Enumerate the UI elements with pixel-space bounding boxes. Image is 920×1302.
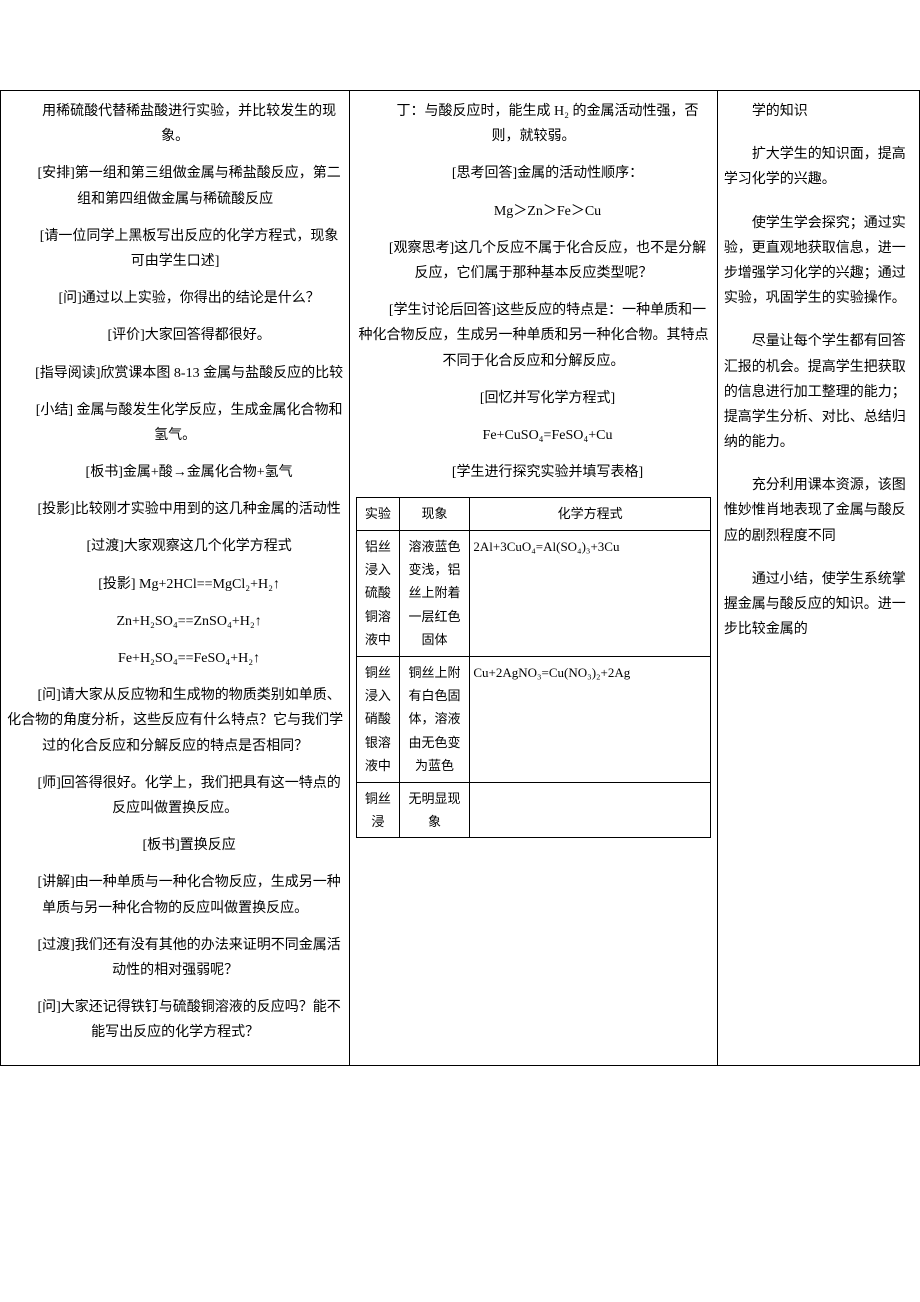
teacher-activity-cell: 用稀硫酸代替稀盐酸进行实验，并比较发生的现象。 [安排]第一组和第三组做金属与稀… bbox=[1, 91, 350, 1066]
cell: 铜丝浸入硝酸银溶液中 bbox=[357, 656, 399, 782]
table-row: 铝丝浸入硫酸铜溶液中 溶液蓝色变浅，铝丝上附着一层红色固体 2Al+3CuO₄=… bbox=[357, 530, 711, 656]
para: [学生进行探究实验并填写表格] bbox=[356, 460, 711, 485]
para: [问]请大家从反应物和生成物的物质类别如单质、化合物的角度分析，这些反应有什么特… bbox=[7, 683, 343, 759]
table-row: 铜丝浸入硝酸银溶液中 铜丝上附有白色固体，溶液由无色变为蓝色 Cu+2AgNO₃… bbox=[357, 656, 711, 782]
para: 充分利用课本资源，该图惟妙惟肖地表现了金属与酸反应的剧烈程度不同 bbox=[724, 473, 913, 549]
col-equation: 化学方程式 bbox=[470, 498, 710, 530]
table-row: 用稀硫酸代替稀盐酸进行实验，并比较发生的现象。 [安排]第一组和第三组做金属与稀… bbox=[1, 91, 920, 1066]
formula: Zn+H₂SO₄==ZnSO₄+H₂↑ bbox=[7, 609, 343, 634]
para: [观察思考]这几个反应不属于化合反应，也不是分解反应，它们属于那种基本反应类型呢… bbox=[356, 236, 711, 286]
para: 丁：与酸反应时，能生成 H₂ 的金属活动性强，否则，就较弱。 bbox=[356, 99, 711, 149]
para: [过渡]我们还有没有其他的办法来证明不同金属活动性的相对强弱呢？ bbox=[7, 933, 343, 983]
formula: Fe+CuSO₄=FeSO₄+Cu bbox=[356, 423, 711, 448]
cell-formula bbox=[470, 782, 710, 838]
lesson-plan-table: 用稀硫酸代替稀盐酸进行实验，并比较发生的现象。 [安排]第一组和第三组做金属与稀… bbox=[0, 90, 920, 1066]
student-activity-cell: 丁：与酸反应时，能生成 H₂ 的金属活动性强，否则，就较弱。 [思考回答]金属的… bbox=[350, 91, 718, 1066]
col-experiment: 实验 bbox=[357, 498, 399, 530]
cell: 铜丝浸 bbox=[357, 782, 399, 838]
cell: 溶液蓝色变浅，铝丝上附着一层红色固体 bbox=[399, 530, 470, 656]
para: 使学生学会探究；通过实验，更直观地获取信息，进一步增强学习化学的兴趣；通过实验，… bbox=[724, 211, 913, 312]
table-header-row: 实验 现象 化学方程式 bbox=[357, 498, 711, 530]
col-phenomenon: 现象 bbox=[399, 498, 470, 530]
para: 学的知识 bbox=[724, 99, 913, 124]
para: [学生讨论后回答]这些反应的特点是：一种单质和一种化合物反应，生成另一种单质和另… bbox=[356, 298, 711, 374]
para: [请一位同学上黑板写出反应的化学方程式，现象可由学生口述] bbox=[7, 224, 343, 274]
para: [思考回答]金属的活动性顺序： bbox=[356, 161, 711, 186]
para: 尽量让每个学生都有回答汇报的机会。提高学生把获取的信息进行加工整理的能力；提高学… bbox=[724, 329, 913, 455]
formula: Fe+H₂SO₄==FeSO₄+H₂↑ bbox=[7, 646, 343, 671]
para: [问]通过以上实验，你得出的结论是什么？ bbox=[7, 286, 343, 311]
cell: 无明显现象 bbox=[399, 782, 470, 838]
para: [讲解]由一种单质与一种化合物反应，生成另一种单质与另一种化合物的反应叫做置换反… bbox=[7, 870, 343, 920]
para: 通过小结，使学生系统掌握金属与酸反应的知识。进一步比较金属的 bbox=[724, 567, 913, 643]
para: [投影]比较刚才实验中用到的这几种金属的活动性 bbox=[7, 497, 343, 522]
cell: 铜丝上附有白色固体，溶液由无色变为蓝色 bbox=[399, 656, 470, 782]
para: 用稀硫酸代替稀盐酸进行实验，并比较发生的现象。 bbox=[7, 99, 343, 149]
formula: [投影] Mg+2HCl==MgCl₂+H₂↑ bbox=[7, 572, 343, 597]
para: [板书]置换反应 bbox=[7, 833, 343, 858]
design-intent-cell: 学的知识 扩大学生的知识面，提高学习化学的兴趣。 使学生学会探究；通过实验，更直… bbox=[717, 91, 919, 1066]
formula: Mg＞Zn＞Fe＞Cu bbox=[356, 199, 711, 224]
para: [回忆并写化学方程式] bbox=[356, 386, 711, 411]
cell-formula: 2Al+3CuO₄=Al(SO₄)₃+3Cu bbox=[470, 530, 710, 656]
cell-formula: Cu+2AgNO₃=Cu(NO₃)₂+2Ag bbox=[470, 656, 710, 782]
cell: 铝丝浸入硫酸铜溶液中 bbox=[357, 530, 399, 656]
para: [安排]第一组和第三组做金属与稀盐酸反应，第二组和第四组做金属与稀硫酸反应 bbox=[7, 161, 343, 211]
para: [师]回答得很好。化学上，我们把具有这一特点的反应叫做置换反应。 bbox=[7, 771, 343, 821]
para: [过渡]大家观察这几个化学方程式 bbox=[7, 534, 343, 559]
para: [问]大家还记得铁钉与硫酸铜溶液的反应吗？能不能写出反应的化学方程式？ bbox=[7, 995, 343, 1045]
experiment-table: 实验 现象 化学方程式 铝丝浸入硫酸铜溶液中 溶液蓝色变浅，铝丝上附着一层红色固… bbox=[356, 497, 711, 838]
table-row: 铜丝浸 无明显现象 bbox=[357, 782, 711, 838]
para: [评价]大家回答得都很好。 bbox=[7, 323, 343, 348]
para: 扩大学生的知识面，提高学习化学的兴趣。 bbox=[724, 142, 913, 192]
para: [指导阅读]欣赏课本图 8-13 金属与盐酸反应的比较 bbox=[7, 361, 343, 386]
para: [板书]金属+酸→金属化合物+氢气 bbox=[7, 460, 343, 485]
para: [小结] 金属与酸发生化学反应，生成金属化合物和氢气。 bbox=[7, 398, 343, 448]
